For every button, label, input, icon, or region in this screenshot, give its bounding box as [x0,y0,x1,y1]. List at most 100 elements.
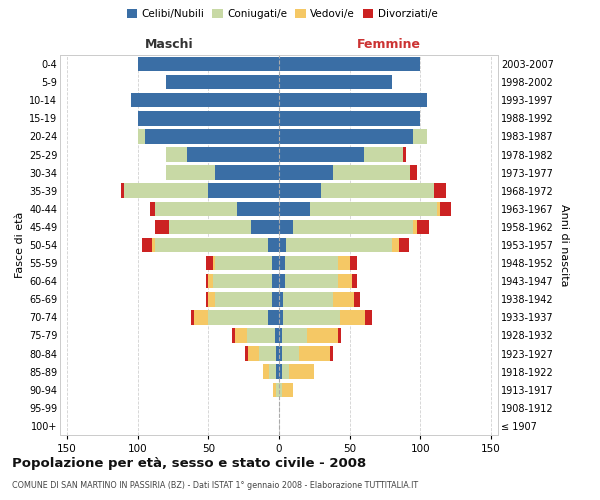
Bar [208,274,212,288]
Bar [282,346,299,361]
Bar [206,256,212,270]
Bar [269,364,276,379]
Bar [413,220,418,234]
Bar [279,166,332,180]
Bar [279,220,293,234]
Bar [272,292,279,306]
Bar [276,382,279,397]
Bar [279,310,283,324]
Bar [279,111,420,126]
Bar [437,202,440,216]
Bar [279,328,282,342]
Bar [138,129,145,144]
Bar [142,238,152,252]
Bar [289,364,314,379]
Bar [418,220,429,234]
Bar [215,256,272,270]
Bar [413,129,427,144]
Bar [299,346,330,361]
Bar [272,256,279,270]
Bar [138,111,279,126]
Bar [279,202,310,216]
Bar [251,220,279,234]
Bar [338,328,341,342]
Bar [279,382,282,397]
Bar [279,184,322,198]
Bar [259,346,276,361]
Bar [247,328,275,342]
Bar [152,238,155,252]
Bar [248,346,259,361]
Bar [279,364,282,379]
Bar [279,93,427,108]
Text: Popolazione per età, sesso e stato civile - 2008: Popolazione per età, sesso e stato civil… [12,458,366,470]
Text: Femmine: Femmine [356,38,421,51]
Bar [245,346,248,361]
Bar [279,148,364,162]
Bar [187,148,279,162]
Bar [166,166,215,180]
Bar [340,310,365,324]
Bar [332,166,410,180]
Bar [279,292,283,306]
Bar [232,328,235,342]
Bar [208,310,268,324]
Bar [279,129,413,144]
Bar [268,238,279,252]
Bar [169,220,251,234]
Bar [215,292,272,306]
Bar [392,238,399,252]
Bar [330,346,332,361]
Bar [274,382,276,397]
Bar [138,57,279,72]
Bar [279,57,420,72]
Bar [215,166,279,180]
Bar [166,75,279,90]
Bar [236,202,279,216]
Bar [212,256,215,270]
Bar [365,310,372,324]
Bar [121,184,124,198]
Bar [263,364,269,379]
Bar [440,202,451,216]
Bar [275,328,279,342]
Legend: Celibi/Nubili, Coniugati/e, Vedovi/e, Divorziati/e: Celibi/Nubili, Coniugati/e, Vedovi/e, Di… [122,5,442,24]
Bar [284,256,338,270]
Bar [276,364,279,379]
Bar [403,148,406,162]
Bar [279,256,284,270]
Bar [166,148,187,162]
Bar [307,328,338,342]
Bar [283,310,340,324]
Bar [293,220,413,234]
Bar [124,184,208,198]
Bar [208,292,215,306]
Bar [399,238,409,252]
Bar [279,274,284,288]
Bar [208,184,279,198]
Y-axis label: Anni di nascita: Anni di nascita [559,204,569,286]
Bar [338,256,350,270]
Bar [131,93,279,108]
Bar [434,184,446,198]
Bar [155,238,268,252]
Bar [310,202,437,216]
Bar [282,364,289,379]
Bar [235,328,247,342]
Text: COMUNE DI SAN MARTINO IN PASSIRIA (BZ) - Dati ISTAT 1° gennaio 2008 - Elaborazio: COMUNE DI SAN MARTINO IN PASSIRIA (BZ) -… [12,481,418,490]
Bar [194,310,208,324]
Bar [282,382,293,397]
Bar [212,274,272,288]
Bar [145,129,279,144]
Bar [155,220,169,234]
Bar [283,292,332,306]
Y-axis label: Fasce di età: Fasce di età [14,212,25,278]
Bar [410,166,418,180]
Bar [268,310,279,324]
Text: Maschi: Maschi [145,38,194,51]
Bar [322,184,434,198]
Bar [279,75,392,90]
Bar [151,202,155,216]
Bar [276,346,279,361]
Bar [286,238,392,252]
